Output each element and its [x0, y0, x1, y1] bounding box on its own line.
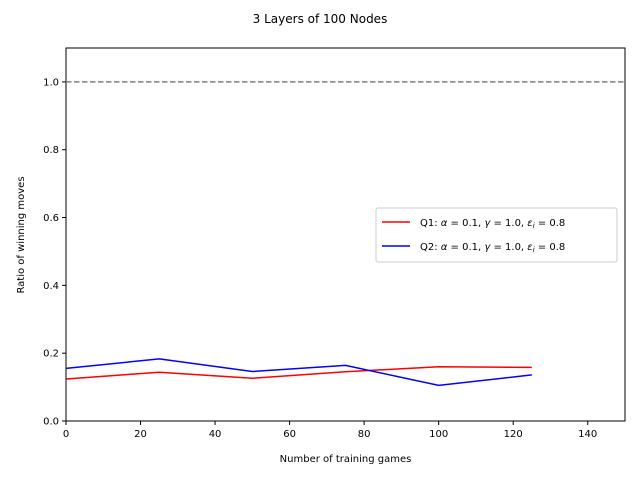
y-tick-label: 0.2	[43, 349, 59, 360]
x-tick-label: 20	[134, 429, 147, 440]
y-tick-label: 0.8	[43, 145, 59, 156]
y-tick-label: 0.0	[43, 417, 59, 428]
x-tick-label: 0	[63, 429, 69, 440]
y-tick-label: 0.6	[43, 213, 59, 224]
chart-title: 3 Layers of 100 Nodes	[253, 12, 388, 26]
y-axis-label: Ratio of winning moves	[16, 176, 27, 293]
x-tick-label: 60	[283, 429, 296, 440]
x-tick-label: 120	[504, 429, 523, 440]
y-tick-label: 0.4	[43, 281, 59, 292]
plot-area: 0 20 40 60 80 100 120 140 0.0 0.2 0.4 0.6 0.8 1.0 Q1: …	[43, 47, 626, 440]
legend-label: Q2: α = 0.1, γ = 1.0, εi = 0.8	[420, 242, 565, 254]
axes-frame	[65, 47, 626, 422]
x-tick-label: 140	[578, 429, 597, 440]
legend-box	[375, 207, 618, 263]
series-line-1	[65, 365, 532, 380]
x-tick-label: 40	[209, 429, 222, 440]
x-tick-label: 80	[358, 429, 371, 440]
x-axis-label: Number of training games	[280, 454, 412, 465]
y-tick-label: 1.0	[43, 77, 59, 88]
legend-label: Q1: α = 0.1, γ = 1.0, εi = 0.8	[420, 218, 565, 230]
legend: Q1: α = 0.1, γ = 1.0, εi = 0.8 Q2: α = 0.…	[375, 207, 618, 263]
x-tick-label: 100	[429, 429, 448, 440]
series-line-2	[65, 358, 532, 387]
